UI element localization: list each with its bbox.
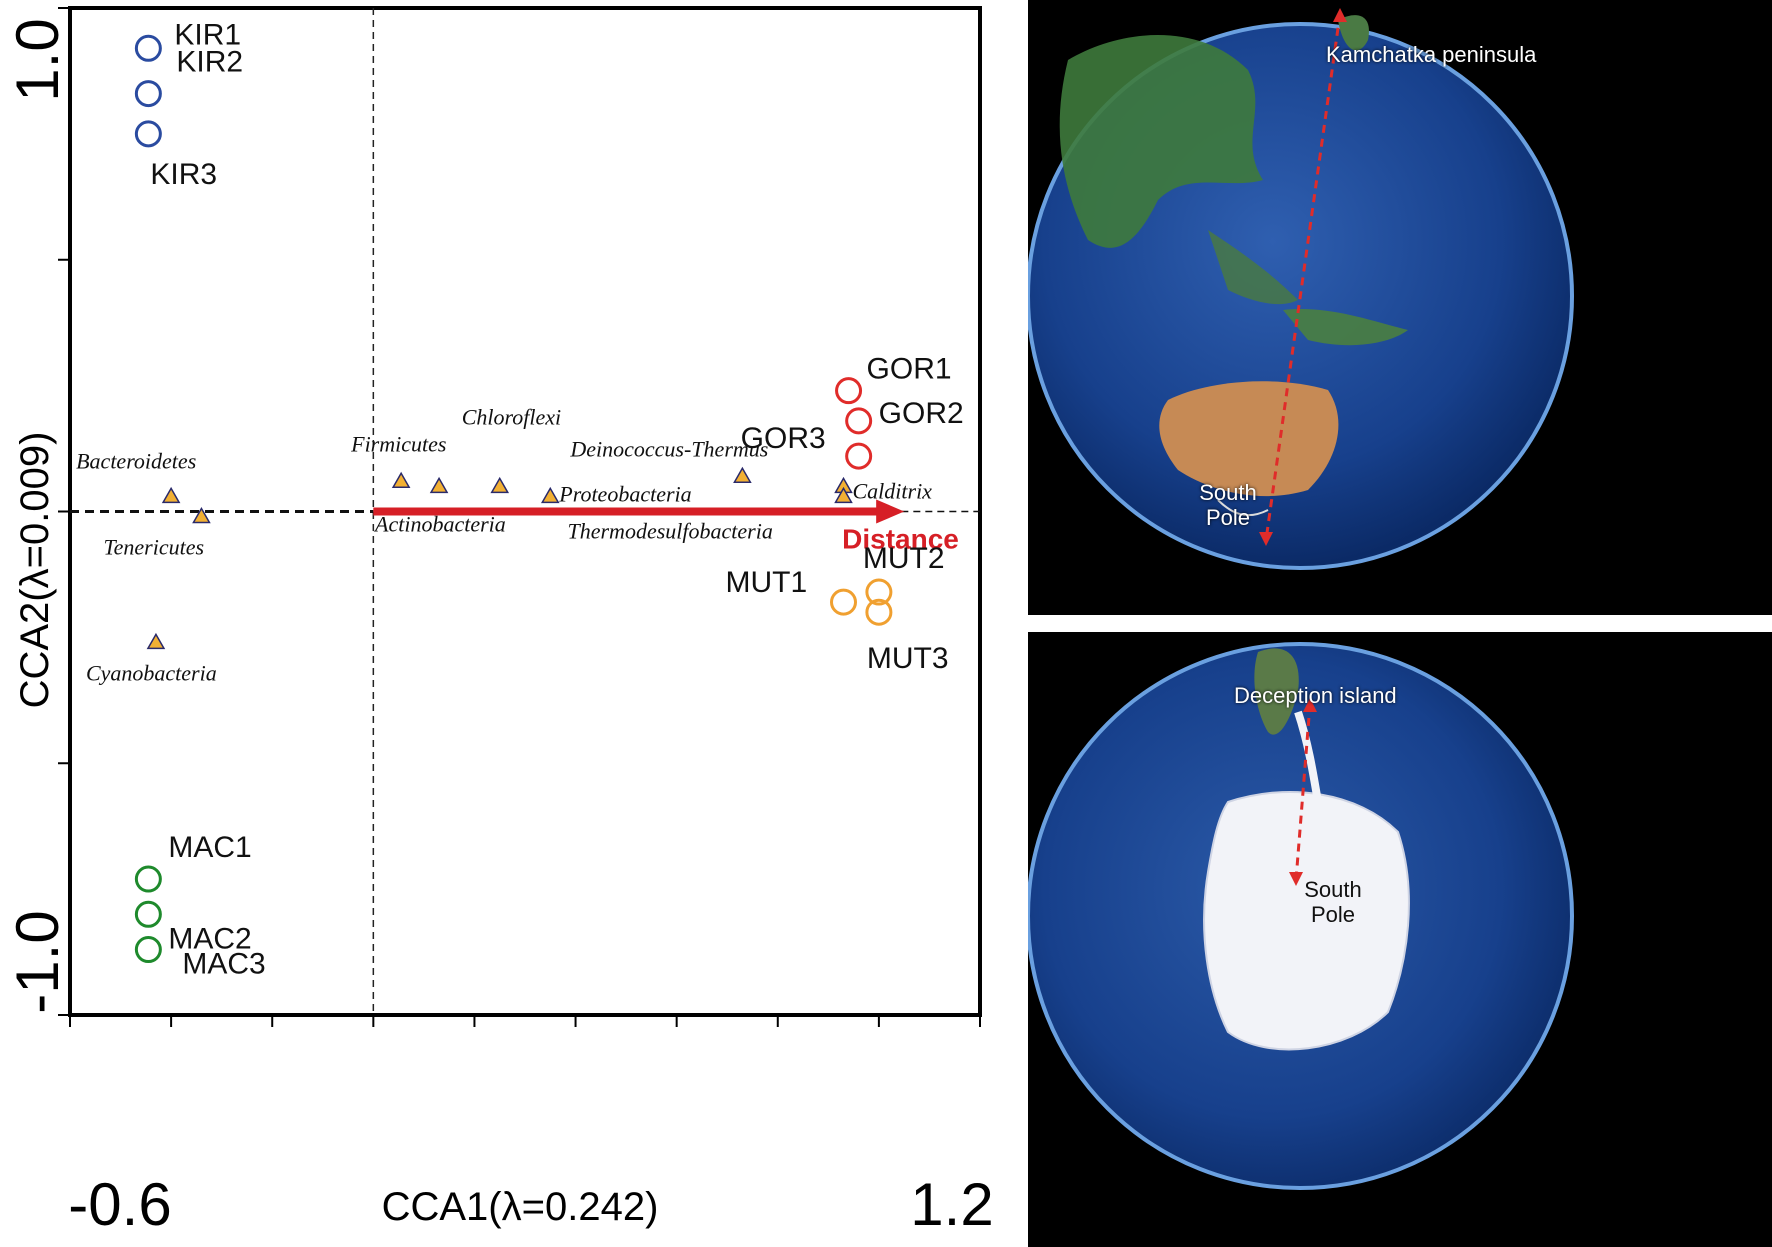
site-label: MUT3 <box>867 642 949 675</box>
site-label: GOR1 <box>867 353 952 386</box>
species-label: Chloroflexi <box>462 404 561 429</box>
site-marker <box>835 377 863 405</box>
species-label: Deinococcus-Thermus <box>569 436 768 461</box>
map-panel-kamchatka: Kamchatka peninsula South Pole <box>1028 0 1772 615</box>
species-label: Thermodesulfobacteria <box>568 518 773 543</box>
chart-labels: CCA2(λ=0.009) CCA1(λ=0.242) -0.6 1.2 1.0… <box>4 18 994 1238</box>
site-marker <box>134 936 162 964</box>
site-marker <box>134 900 162 928</box>
species-marker <box>490 476 510 494</box>
site-marker <box>845 442 873 470</box>
species-label: Cyanobacteria <box>86 660 217 685</box>
species-label: Tenericutes <box>103 535 204 560</box>
x-axis-label: CCA1(λ=0.242) <box>382 1185 659 1229</box>
site-marker <box>830 588 857 616</box>
site-label: MAC3 <box>182 948 265 981</box>
y-tick-label: 1.0 <box>4 18 71 101</box>
species-marker <box>429 476 449 494</box>
site-marker <box>134 865 162 893</box>
map-label-kamchatka: Kamchatka peninsula <box>1326 42 1537 67</box>
site-label: MAC2 <box>168 922 251 955</box>
site-marker <box>134 34 162 62</box>
map-label-south-pole: South Pole <box>1304 877 1362 928</box>
site-label: MUT2 <box>863 542 945 575</box>
globe-image <box>1028 8 1574 570</box>
map-label-south-pole: South Pole <box>1199 480 1257 531</box>
map-panel-deception: Deception island South Pole <box>1028 632 1772 1247</box>
species-marker <box>146 632 166 650</box>
globe-image <box>1028 642 1574 1190</box>
cca-biplot: Distance Bacteroidetes Tenericutes Cyanoba… <box>4 6 994 1238</box>
species-marker <box>834 486 853 504</box>
species-marker <box>540 486 560 504</box>
site-label: MUT1 <box>726 566 808 599</box>
site-label: MAC1 <box>168 831 251 864</box>
species-label: Bacteroidetes <box>76 448 196 473</box>
site-label: KIR3 <box>150 158 217 191</box>
species-label: Proteobacteria <box>558 481 691 506</box>
site-marker <box>865 578 893 606</box>
site-marker <box>134 120 162 148</box>
species-marker <box>161 486 181 504</box>
map-label-deception: Deception island <box>1234 683 1397 708</box>
site-label: KIR2 <box>176 46 243 79</box>
x-tick-label: 1.2 <box>910 1171 993 1238</box>
x-tick-label: -0.6 <box>68 1171 171 1238</box>
species-points: Bacteroidetes Tenericutes Cyanobacteria Fir… <box>76 404 932 685</box>
site-label: GOR3 <box>741 422 826 455</box>
site-marker <box>865 598 893 626</box>
distance-line <box>1294 703 1312 881</box>
site-marker <box>134 80 162 108</box>
species-label: Calditrix <box>853 478 933 503</box>
y-tick-label: -1.0 <box>4 910 71 1013</box>
distance-line <box>1264 13 1342 541</box>
environment-vectors: Distance <box>373 499 959 555</box>
species-marker <box>733 466 752 484</box>
distance-arrow-head <box>876 499 905 524</box>
species-marker <box>192 507 211 524</box>
species-label: Firmicutes <box>350 431 446 456</box>
site-label: GOR2 <box>879 397 964 430</box>
species-label: Actinobacteria <box>373 511 506 536</box>
species-marker <box>391 471 411 489</box>
site-label: KIR1 <box>174 18 241 51</box>
site-marker <box>845 407 873 435</box>
distance-vector-label: Distance <box>842 524 959 555</box>
y-axis-label: CCA2(λ=0.009) <box>13 432 57 709</box>
